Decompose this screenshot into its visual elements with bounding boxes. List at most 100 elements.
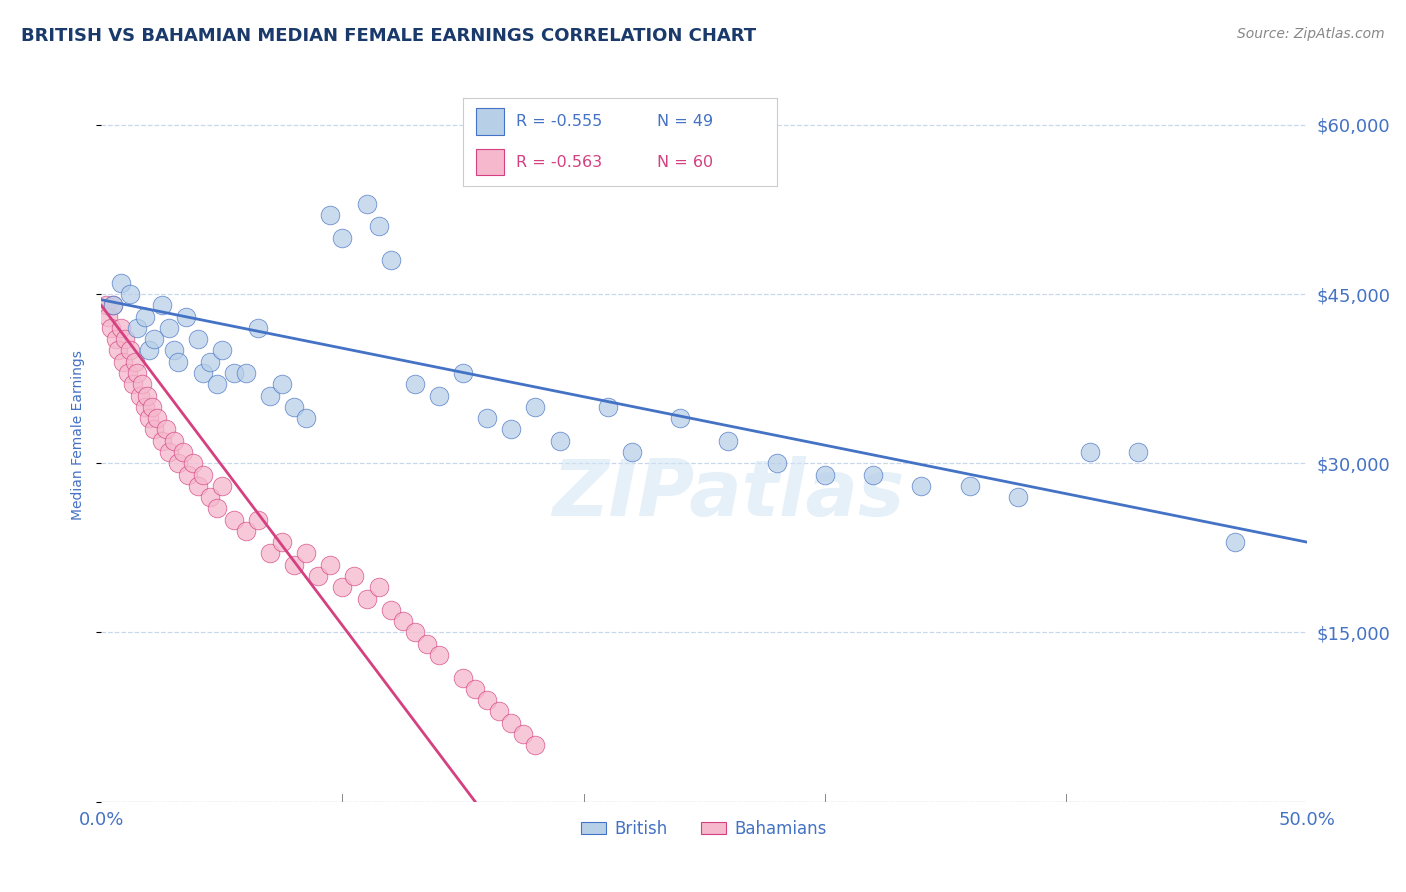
Point [814, 467, 837, 482]
Point [103, 298, 125, 312]
Point [187, 479, 209, 493]
Point [475, 693, 498, 707]
Point [343, 569, 366, 583]
Point [117, 366, 139, 380]
Point [222, 366, 245, 380]
Point [259, 388, 281, 402]
Point [100, 321, 122, 335]
Point [103, 298, 125, 312]
Point [404, 625, 426, 640]
Point [488, 704, 510, 718]
Point [332, 580, 354, 594]
Point [138, 343, 160, 358]
Point [959, 479, 981, 493]
Point [380, 253, 402, 268]
Point [246, 321, 269, 335]
Point [110, 321, 132, 335]
Point [356, 197, 378, 211]
Point [111, 355, 134, 369]
Text: Source: ZipAtlas.com: Source: ZipAtlas.com [1237, 27, 1385, 41]
Point [1078, 445, 1101, 459]
Point [548, 434, 571, 448]
Point [131, 377, 153, 392]
Point [669, 411, 692, 425]
Point [271, 535, 294, 549]
Point [451, 366, 474, 380]
Point [143, 422, 166, 436]
Point [427, 388, 450, 402]
Point [1007, 490, 1029, 504]
Point [162, 343, 184, 358]
Point [356, 591, 378, 606]
Point [177, 467, 200, 482]
Point [150, 298, 173, 312]
Point [319, 208, 342, 222]
Point [97, 310, 120, 324]
Point [367, 580, 389, 594]
Point [174, 310, 197, 324]
Point [121, 377, 143, 392]
Point [717, 434, 740, 448]
Point [120, 343, 142, 358]
Point [157, 321, 180, 335]
Point [134, 400, 156, 414]
Point [295, 546, 318, 560]
Point [127, 366, 149, 380]
Point [157, 445, 180, 459]
Point [94, 298, 117, 312]
Legend: British, Bahamians: British, Bahamians [575, 814, 834, 845]
Point [319, 558, 342, 572]
Point [464, 681, 486, 696]
Point [162, 434, 184, 448]
Point [191, 366, 214, 380]
Point [332, 230, 354, 244]
Point [380, 603, 402, 617]
Point [138, 411, 160, 425]
Point [283, 400, 305, 414]
Point [134, 310, 156, 324]
Point [259, 546, 281, 560]
Point [1223, 535, 1246, 549]
Y-axis label: Median Female Earnings: Median Female Earnings [72, 350, 86, 520]
Point [283, 558, 305, 572]
Point [910, 479, 932, 493]
Point [524, 400, 547, 414]
Point [110, 276, 132, 290]
Point [524, 738, 547, 752]
Point [391, 614, 413, 628]
Point [167, 456, 190, 470]
Point [172, 445, 194, 459]
Point [145, 411, 167, 425]
Point [271, 377, 294, 392]
Point [120, 287, 142, 301]
Point [136, 388, 159, 402]
Point [1128, 445, 1150, 459]
Point [150, 434, 173, 448]
Point [114, 332, 136, 346]
Point [191, 467, 214, 482]
Point [198, 355, 221, 369]
Point [205, 501, 228, 516]
Point [765, 456, 787, 470]
Point [222, 513, 245, 527]
Point [596, 400, 619, 414]
Point [124, 355, 146, 369]
Point [167, 355, 190, 369]
Text: BRITISH VS BAHAMIAN MEDIAN FEMALE EARNINGS CORRELATION CHART: BRITISH VS BAHAMIAN MEDIAN FEMALE EARNIN… [21, 27, 756, 45]
Point [367, 219, 389, 234]
Point [862, 467, 884, 482]
Point [512, 727, 534, 741]
Point [187, 332, 209, 346]
Point [501, 422, 523, 436]
Point [416, 637, 439, 651]
Point [211, 479, 233, 493]
Point [143, 332, 166, 346]
Point [451, 671, 474, 685]
Point [198, 490, 221, 504]
Point [475, 411, 498, 425]
Point [501, 715, 523, 730]
Point [404, 377, 426, 392]
Point [235, 366, 257, 380]
Point [181, 456, 204, 470]
Point [128, 388, 150, 402]
